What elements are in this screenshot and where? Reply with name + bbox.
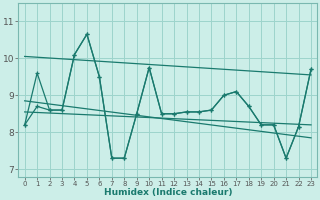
X-axis label: Humidex (Indice chaleur): Humidex (Indice chaleur) — [104, 188, 232, 197]
